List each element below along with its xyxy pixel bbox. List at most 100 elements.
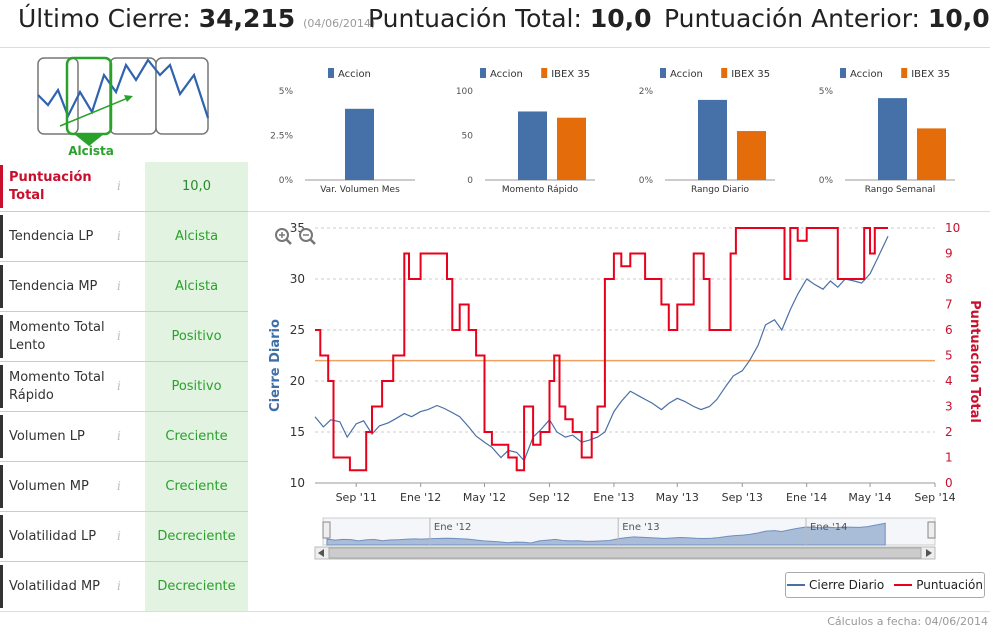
- y-right-tick-label: 6: [945, 323, 953, 337]
- info-icon[interactable]: i: [117, 279, 121, 293]
- main-chart: 10 15 20 25 30 35 0 1 2 3 4 5 6 7 8 9 10 Sep '11 Ene '12 Ma…: [255, 212, 995, 607]
- legend-label[interactable]: IBEX 35: [731, 69, 770, 80]
- y-tick-label: 0%: [819, 176, 834, 186]
- scroll-right-arrow-icon[interactable]: [926, 549, 932, 557]
- scroll-left-arrow-icon[interactable]: [318, 549, 324, 557]
- bar-accion: [345, 108, 374, 180]
- x-tick-label: May '12: [463, 491, 506, 504]
- factor-label: Volatilidad LP: [0, 515, 145, 558]
- legend-swatch: [840, 68, 846, 78]
- mini-bar-charts: Accion 5% 2.5% 0% Var. Volumen Mes Accion IBEX…: [270, 68, 955, 195]
- factor-value: Positivo: [145, 362, 248, 411]
- factor-label: Momento Total Lento: [0, 315, 145, 358]
- category-label: Momento Rápido: [502, 185, 579, 195]
- info-icon[interactable]: i: [117, 529, 121, 543]
- mini-chart-1: Accion 5% 2.5% 0% Var. Volumen Mes: [270, 68, 415, 195]
- y-right-tick-label: 8: [945, 272, 953, 286]
- legend-swatch: [901, 68, 908, 78]
- navigator-label: Ene '14: [810, 522, 847, 533]
- bar-accion: [518, 111, 547, 180]
- legend-label[interactable]: Accion: [490, 69, 523, 80]
- price-trend-line: [37, 58, 210, 119]
- info-icon[interactable]: i: [117, 429, 121, 443]
- legend-label[interactable]: Accion: [338, 69, 371, 80]
- factor-value: Positivo: [145, 312, 248, 361]
- info-icon[interactable]: i: [117, 179, 121, 193]
- info-icon[interactable]: i: [117, 379, 121, 393]
- factor-label: Puntuación Total: [0, 165, 145, 208]
- y-right-tick-label: 0: [945, 476, 953, 490]
- trend-panel: [0, 50, 248, 162]
- previous-score-label: Puntuación Anterior:: [664, 4, 920, 33]
- trend-box-bajista[interactable]: [37, 57, 79, 135]
- zoom-out-icon[interactable]: [299, 228, 316, 245]
- navigator-handle-right[interactable]: [927, 521, 936, 539]
- category-label: Rango Semanal: [865, 185, 936, 195]
- legend-swatch: [541, 68, 548, 78]
- y-tick-label: 2.5%: [270, 132, 293, 142]
- trend-box-alcista[interactable]: [65, 56, 113, 146]
- header: Último Cierre: 34,215 (04/06/2014) Puntu…: [0, 0, 990, 48]
- navigator-handle-left[interactable]: [322, 521, 331, 539]
- info-icon[interactable]: i: [117, 329, 121, 343]
- total-score: Puntuación Total: 10,0: [368, 4, 652, 33]
- total-score-label: Puntuación Total:: [368, 4, 582, 33]
- trend-arrow-head: [124, 95, 133, 102]
- factor-value: Creciente: [145, 412, 248, 461]
- total-score-value: 10,0: [589, 4, 652, 33]
- last-close-value: 34,215: [198, 4, 296, 33]
- factor-label: Tendencia LP: [0, 215, 145, 258]
- x-tick-label: Sep '12: [529, 491, 570, 504]
- calculation-date: Cálculos a fecha: 04/06/2014: [827, 615, 988, 628]
- factor-label: Momento Total Rápido: [0, 365, 145, 408]
- x-tick-label: Sep '13: [722, 491, 763, 504]
- series-puntuacion: [315, 227, 888, 472]
- info-icon[interactable]: i: [117, 479, 121, 493]
- x-tick-label: Ene '13: [593, 491, 634, 504]
- y-right-tick-label: 10: [945, 221, 960, 235]
- y-left-tick-label: 25: [290, 323, 305, 337]
- scrollbar-thumb[interactable]: [328, 547, 922, 559]
- trend-label: Alcista: [68, 144, 114, 158]
- mini-chart-2: Accion IBEX 35 100 50 0 Momento Rápido: [456, 68, 595, 195]
- y-left-tick-label: 10: [290, 476, 305, 490]
- y-tick-label: 50: [462, 132, 474, 142]
- series-cierre-diario: [314, 235, 889, 462]
- factor-value: Decreciente: [145, 512, 248, 561]
- info-icon[interactable]: i: [117, 229, 121, 243]
- legend-label[interactable]: Accion: [850, 69, 883, 80]
- mini-chart-3: Accion IBEX 35 2% 0% Rango Diario: [639, 68, 775, 195]
- navigator-label: Ene '12: [434, 522, 471, 533]
- scrollbar[interactable]: [314, 546, 936, 560]
- factor-row-momento-lento: Momento Total Lento i Positivo: [0, 312, 248, 362]
- legend-swatch: [660, 68, 666, 78]
- legend-item-close[interactable]: Cierre Diario: [786, 578, 884, 592]
- x-tick-label: Ene '12: [400, 491, 441, 504]
- legend-swatch: [480, 68, 486, 78]
- navigator-series: [326, 522, 886, 546]
- bar-ibex: [557, 117, 586, 180]
- y-tick-label: 0: [467, 176, 473, 186]
- mini-charts: Accion 5% 2.5% 0% Var. Volumen Mes Accion IBEX…: [255, 50, 990, 210]
- mini-chart-4: Accion IBEX 35 5% 0% Rango Semanal: [819, 68, 955, 195]
- last-close: Último Cierre: 34,215 (04/06/2014): [18, 4, 375, 33]
- x-tick-label: Sep '14: [914, 491, 955, 504]
- legend-swatch-close: [786, 584, 805, 586]
- category-label: Rango Diario: [691, 185, 750, 195]
- factor-row-tendencia-mp: Tendencia MP i Alcista: [0, 262, 248, 312]
- legend-label[interactable]: IBEX 35: [551, 69, 590, 80]
- info-icon[interactable]: i: [117, 579, 121, 593]
- factor-label: Volumen MP: [0, 465, 145, 508]
- factor-row-volumen-mp: Volumen MP i Creciente: [0, 462, 248, 512]
- factor-value: Decreciente: [145, 562, 248, 611]
- zoom-in-icon[interactable]: [275, 228, 292, 245]
- y-left-tick-label: 30: [290, 272, 305, 286]
- legend-label[interactable]: IBEX 35: [911, 69, 950, 80]
- navigator[interactable]: Ene '12 Ene '13 Ene '14: [322, 517, 936, 546]
- bar-ibex: [737, 131, 766, 180]
- factor-value: Alcista: [145, 212, 248, 261]
- legend-label[interactable]: Accion: [670, 69, 703, 80]
- legend-item-score[interactable]: Puntuación: [894, 578, 983, 592]
- factor-row-momento-rapido: Momento Total Rápido i Positivo: [0, 362, 248, 412]
